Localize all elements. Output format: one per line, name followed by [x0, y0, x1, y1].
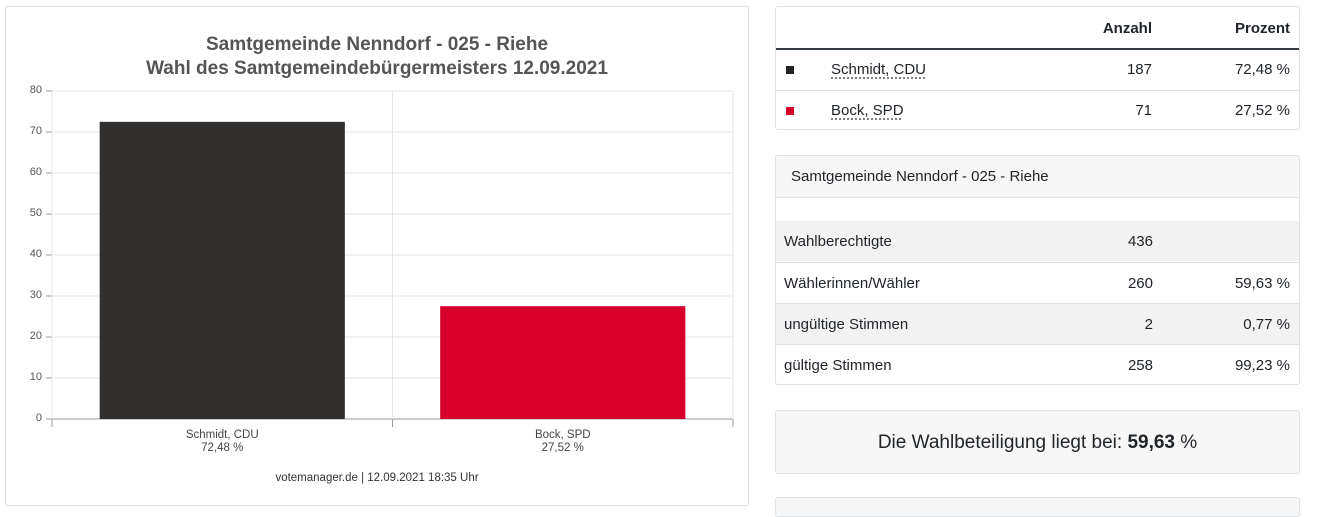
- chart-title: Samtgemeinde Nenndorf - 025 - Riehe: [205, 34, 549, 55]
- y-tick-label: 60: [29, 166, 42, 178]
- stats-percent: 0,77 %: [1243, 316, 1290, 333]
- candidate-link-bock[interactable]: Bock, SPD: [831, 102, 904, 119]
- stats-count: 2: [1144, 316, 1153, 333]
- y-tick-label: 10: [29, 371, 42, 383]
- stats-row: gültige Stimmen 258 99,23 %: [776, 344, 1299, 385]
- x-tick-label: Bock, SPD: [534, 429, 591, 441]
- result-row-schmidt: Schmidt, CDU 187 72,48 %: [776, 50, 1299, 90]
- y-tick-label: 70: [29, 125, 42, 137]
- stats-row: Wahlberechtigte 436: [776, 221, 1299, 261]
- stats-label: Wählerinnen/Wähler: [784, 275, 920, 292]
- turnout-unit: %: [1180, 432, 1198, 453]
- next-panel: [775, 497, 1300, 517]
- x-value-label: 72,48 %: [201, 442, 244, 454]
- chart-subtitle: Wahl des Samtgemeindebürgermeisters 12.0…: [146, 58, 608, 79]
- stats-percent: 99,23 %: [1234, 357, 1290, 374]
- bar-chart: [46, 90, 734, 427]
- color-swatch: [786, 66, 794, 74]
- chart-credit: votemanager.de | 12.09.2021 18:35 Uhr: [275, 472, 479, 484]
- y-tick-label: 50: [29, 207, 42, 219]
- y-tick-label: 0: [35, 412, 42, 424]
- stats-count: 260: [1127, 275, 1153, 292]
- stats-count: 436: [1127, 233, 1153, 250]
- stats-row: ungültige Stimmen 2 0,77 %: [776, 303, 1299, 344]
- result-row-bock: Bock, SPD 71 27,52 %: [776, 90, 1299, 131]
- stats-title: Samtgemeinde Nenndorf - 025 - Riehe: [791, 168, 1049, 185]
- stats-label: ungültige Stimmen: [784, 316, 909, 333]
- header-count: Anzahl: [1102, 20, 1152, 37]
- y-tick-label: 30: [29, 289, 42, 301]
- turnout-label: Die Wahlbeteiligung liegt bei:: [877, 432, 1123, 453]
- stats-count: 258: [1127, 357, 1153, 374]
- color-swatch: [786, 107, 794, 115]
- stats-percent: 59,63 %: [1234, 275, 1290, 292]
- bar: [99, 121, 345, 419]
- y-tick-label: 80: [29, 84, 42, 96]
- header-percent: Prozent: [1234, 20, 1290, 37]
- turnout-value: 59,63: [1127, 432, 1175, 453]
- stats-table: Samtgemeinde Nenndorf - 025 - Riehe Wahl…: [775, 155, 1300, 385]
- results-header: Anzahl Prozent: [776, 7, 1299, 50]
- x-tick-label: Schmidt, CDU: [185, 429, 259, 441]
- stats-label: gültige Stimmen: [784, 357, 892, 374]
- results-table: Anzahl Prozent Schmidt, CDU 187 72,48 % …: [775, 6, 1300, 130]
- result-percent: 27,52 %: [1234, 102, 1290, 119]
- result-count: 187: [1126, 61, 1152, 78]
- x-value-label: 27,52 %: [541, 442, 584, 454]
- y-tick-label: 20: [29, 330, 42, 342]
- y-tick-label: 40: [29, 248, 42, 260]
- chart-card: Samtgemeinde Nenndorf - 025 - Riehe Wahl…: [5, 6, 749, 506]
- result-percent: 72,48 %: [1234, 61, 1290, 78]
- stats-header: Samtgemeinde Nenndorf - 025 - Riehe: [776, 156, 1299, 198]
- stats-row: Wählerinnen/Wähler 260 59,63 %: [776, 262, 1299, 303]
- result-count: 71: [1135, 102, 1152, 119]
- candidate-link-schmidt[interactable]: Schmidt, CDU: [831, 61, 927, 78]
- stats-label: Wahlberechtigte: [784, 233, 892, 250]
- turnout-box: Die Wahlbeteiligung liegt bei: 59,63 %: [775, 410, 1300, 474]
- bar: [440, 306, 686, 419]
